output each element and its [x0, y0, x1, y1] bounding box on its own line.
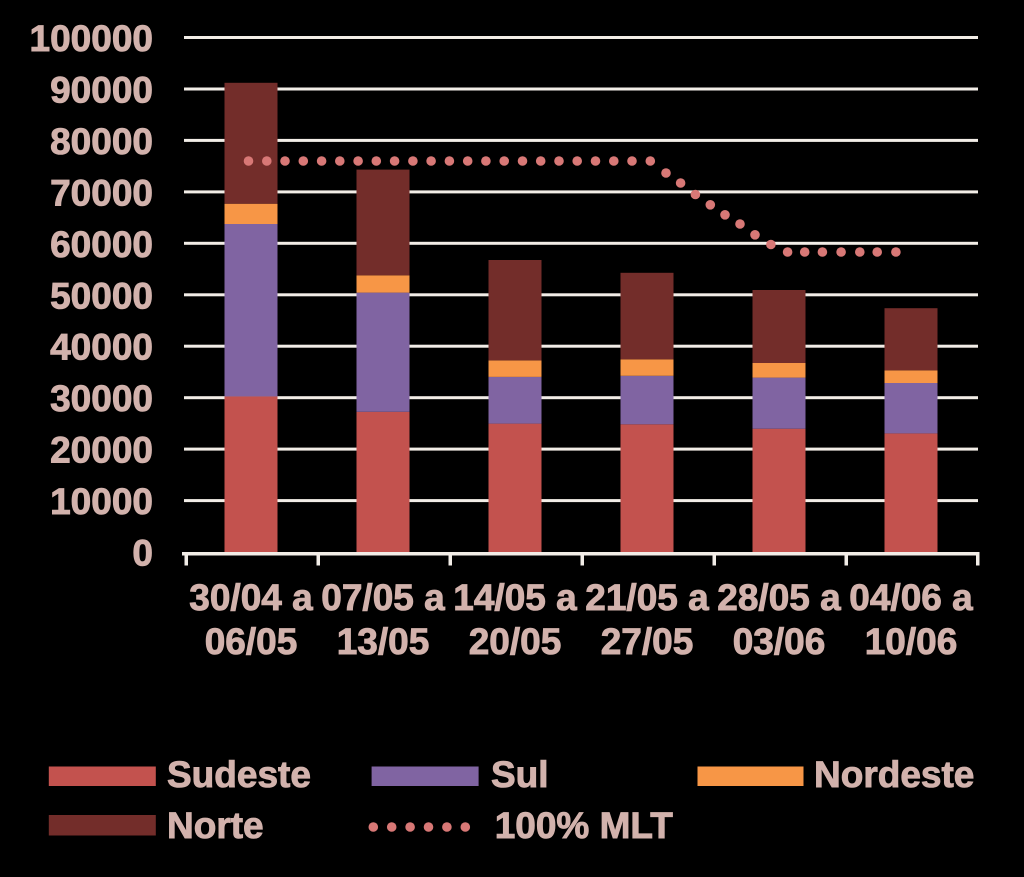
svg-text:50000: 50000	[50, 275, 153, 316]
svg-text:14/05 a: 14/05 a	[453, 577, 577, 618]
svg-text:10/06: 10/06	[865, 621, 958, 662]
svg-text:Sul: Sul	[491, 754, 549, 795]
svg-text:Nordeste: Nordeste	[814, 754, 974, 795]
svg-text:30/04 a: 30/04 a	[189, 577, 313, 618]
svg-text:10000: 10000	[50, 481, 153, 522]
svg-text:06/05: 06/05	[205, 621, 298, 662]
svg-text:Sudeste: Sudeste	[167, 754, 311, 795]
svg-text:04/06 a: 04/06 a	[849, 577, 973, 618]
svg-text:07/05 a: 07/05 a	[321, 577, 445, 618]
svg-text:20000: 20000	[50, 430, 153, 471]
svg-text:03/06: 03/06	[733, 621, 826, 662]
svg-text:28/05 a: 28/05 a	[717, 577, 841, 618]
svg-text:70000: 70000	[50, 172, 153, 213]
svg-text:0: 0	[132, 533, 153, 574]
svg-text:20/05: 20/05	[469, 621, 562, 662]
svg-text:21/05 a: 21/05 a	[585, 577, 709, 618]
svg-text:100% MLT: 100% MLT	[495, 805, 674, 846]
svg-text:30000: 30000	[50, 378, 153, 419]
svg-text:Norte: Norte	[167, 805, 264, 846]
svg-text:100000: 100000	[30, 18, 153, 59]
svg-text:60000: 60000	[50, 224, 153, 265]
svg-text:27/05: 27/05	[601, 621, 694, 662]
svg-text:90000: 90000	[50, 70, 153, 111]
svg-text:80000: 80000	[50, 121, 153, 162]
svg-text:13/05: 13/05	[337, 621, 430, 662]
svg-text:40000: 40000	[50, 327, 153, 368]
